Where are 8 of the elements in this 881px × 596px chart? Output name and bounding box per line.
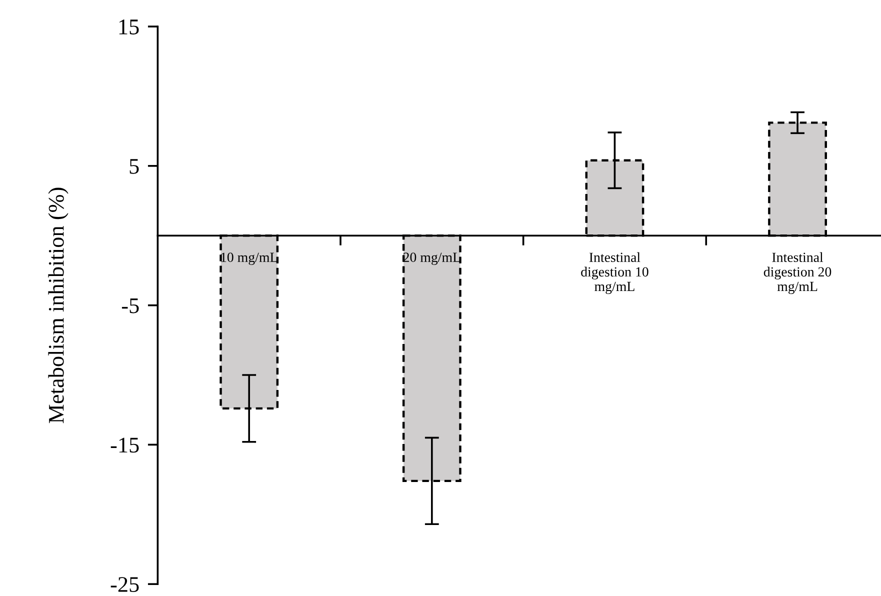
y-tick-label: -15 <box>110 438 139 453</box>
x-tick-label: Intestinal digestion 10 mg/mL <box>581 252 648 294</box>
y-tick-label: -25 <box>110 577 139 592</box>
y-axis-title: Metabolism inhibition (%) <box>48 188 68 424</box>
x-tick-label: Intestinal digestion 20 mg/mL <box>764 252 832 294</box>
y-tick-label: -5 <box>122 298 139 314</box>
y-tick-label: 15 <box>119 20 139 34</box>
y-tick-label: 5 <box>130 159 139 174</box>
